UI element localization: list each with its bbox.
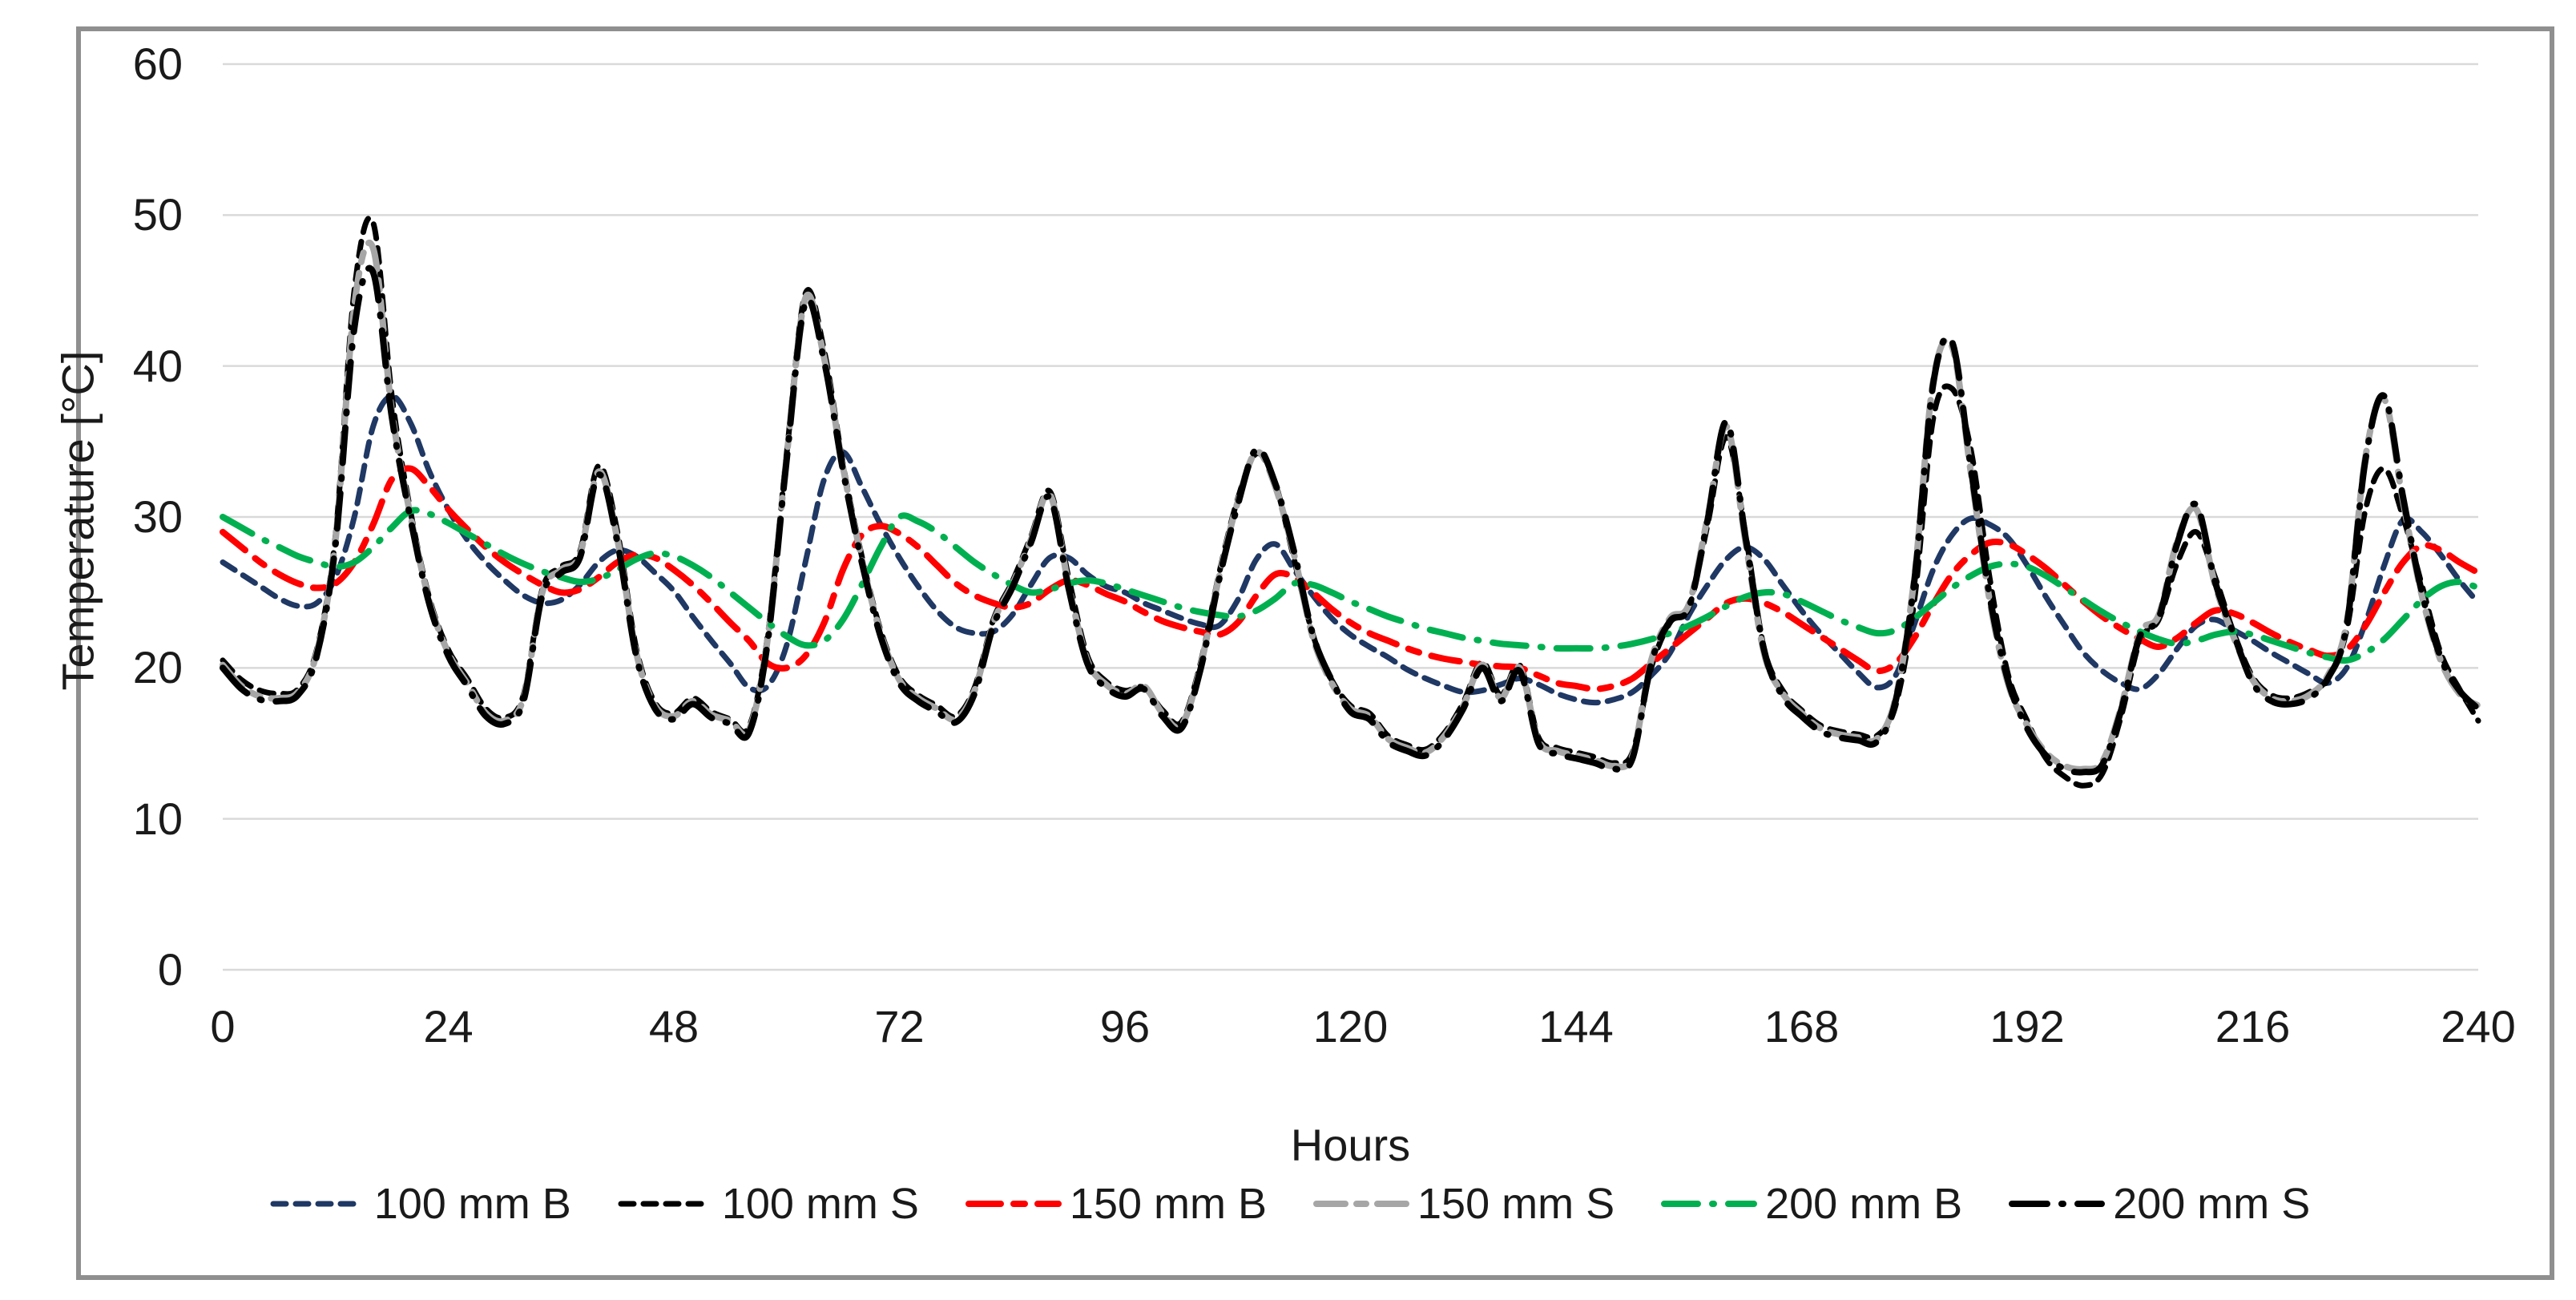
legend-label: 100 mm B [373,1180,571,1228]
legend-line-sample [965,1201,1062,1207]
x-tick-label: 168 [1764,1001,1840,1052]
y-tick-label: 30 [132,491,183,542]
legend-line-sample [1313,1201,1409,1207]
legend-line-sample [270,1201,366,1207]
series-150-mm-b [220,465,2481,692]
x-tick-label: 96 [1099,1001,1151,1052]
legend-item-100-mm-b: 100 mm B [270,1179,571,1229]
legend-line-sample [618,1201,714,1207]
legend-item-200-mm-b: 200 mm B [1661,1179,1962,1229]
x-axis-title: Hours [1290,1120,1411,1170]
x-tick-label: 72 [874,1001,925,1052]
legend-label: 150 mm B [1069,1180,1267,1228]
x-tick-label: 24 [423,1001,474,1052]
series-100-mm-s [220,215,2481,789]
y-tick-label: 40 [132,340,183,391]
series-150-mm-s [220,240,2481,773]
legend-item-150-mm-b: 150 mm B [965,1179,1267,1229]
y-tick-label: 0 [157,944,183,995]
legend: 100 mm B 100 mm S 150 mm B 150 mm S 200 mm B… [88,1164,2492,1244]
legend-label: 200 mm S [2113,1180,2311,1228]
y-tick-label: 10 [132,793,183,844]
legend-label: 150 mm S [1417,1180,1615,1228]
x-tick-label: 192 [1989,1001,2065,1052]
y-tick-label: 20 [132,642,183,693]
legend-label: 100 mm S [721,1180,919,1228]
legend-line-sample [2009,1201,2106,1207]
legend-label: 200 mm B [1765,1180,1963,1228]
y-tick-label: 60 [132,38,183,89]
x-tick-label: 48 [648,1001,699,1052]
series-200-mm-b [220,507,2481,664]
legend-line-sample [1661,1201,1758,1207]
x-tick-label: 120 [1312,1001,1389,1052]
x-tick-label: 216 [2215,1001,2291,1052]
y-tick-label: 50 [132,189,183,240]
x-tick-label: 240 [2441,1001,2516,1052]
legend-item-200-mm-s: 200 mm S [2009,1179,2310,1229]
legend-item-150-mm-s: 150 mm S [1313,1179,1615,1229]
legend-item-100-mm-s: 100 mm S [618,1179,919,1229]
x-tick-label: 144 [1538,1001,1614,1052]
series-100-mm-b [220,393,2481,706]
series-200-mm-s [220,264,2481,776]
x-tick-label: 0 [210,1001,236,1052]
